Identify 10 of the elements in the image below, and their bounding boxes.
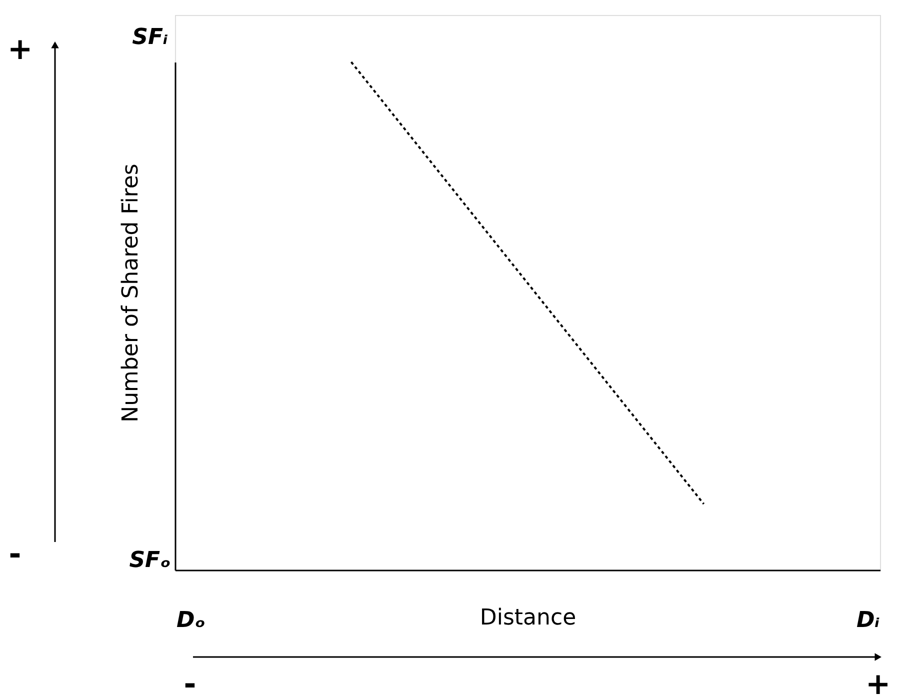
text: + (865, 667, 891, 698)
text: SFₒ (129, 548, 171, 573)
text: SFᵢ (132, 25, 168, 50)
text: - (8, 537, 22, 572)
text: + (7, 32, 33, 67)
text: Dₒ (176, 608, 206, 633)
text: Dᵢ (856, 608, 880, 633)
x-axis-title: Distance (480, 606, 576, 630)
y-axis-title: Number of Shared Fires (118, 164, 144, 422)
text: - (184, 667, 196, 698)
